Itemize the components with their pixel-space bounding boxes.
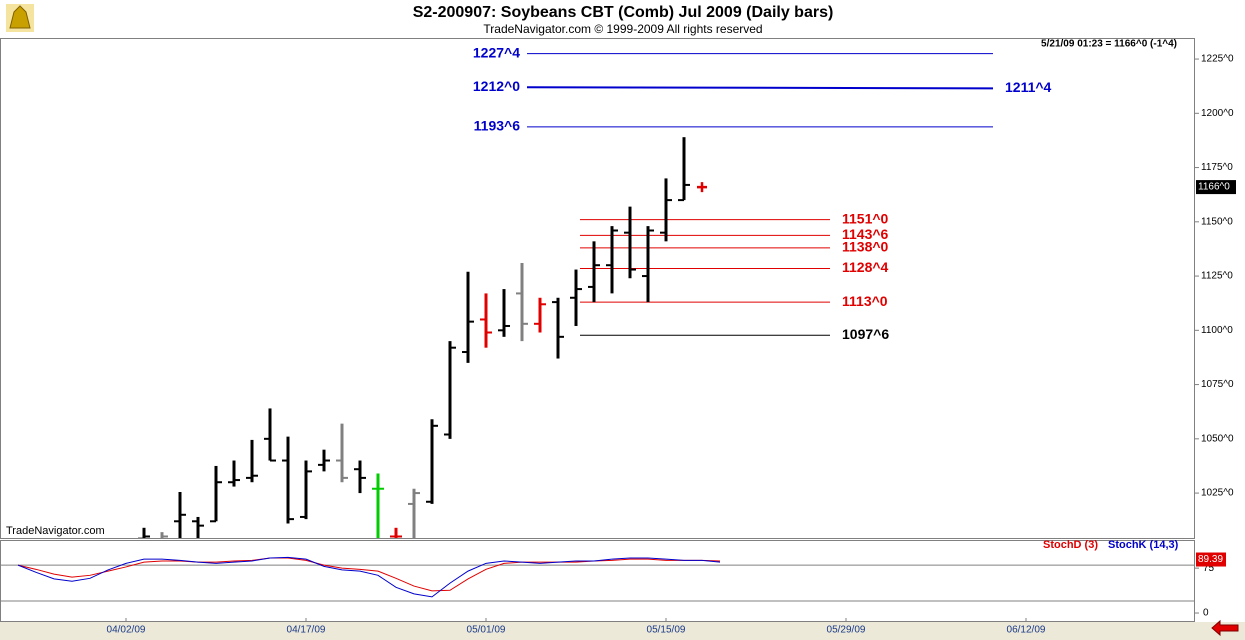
legend-entry: StochK (14,3)	[1108, 539, 1179, 551]
x-tick-label: 04/17/09	[287, 625, 326, 636]
main-pane	[0, 38, 1195, 539]
indicator-last-box	[1196, 552, 1226, 567]
y-tick-label: 1075^0	[1201, 379, 1234, 390]
level-label: 1227^4	[473, 44, 520, 60]
level-end-label: 1211^4	[1005, 79, 1052, 95]
quote: 5/21/09 01:23 = 1166^0 (-1^4)	[1041, 39, 1177, 50]
logo	[6, 4, 34, 32]
x-axis-band	[0, 622, 1245, 640]
y-tick-label: 1100^0	[1201, 325, 1233, 336]
level-label: 1151^0	[842, 210, 889, 226]
level-label: 1138^0	[842, 239, 889, 255]
indicator-last-label: 89.39	[1198, 554, 1223, 565]
axes: 1025^0 1050^0 1075^0 1100^0 1125^0 1150^0 1175…	[107, 44, 1236, 636]
y-tick-label: 1175^0	[1201, 162, 1233, 173]
last-price-cross	[697, 182, 707, 193]
indicator-tick-label: 75	[1203, 563, 1215, 574]
last-price-label: 1166^0	[1198, 182, 1230, 193]
last-price-box	[1196, 180, 1236, 195]
y-tick-label: 1200^0	[1201, 108, 1234, 119]
level-label: 1193^6	[474, 118, 521, 134]
legend-entry: StochD (3)	[1043, 539, 1098, 551]
y-tick-label: 1050^0	[1201, 433, 1234, 444]
watermark: TradeNavigator.com	[6, 525, 105, 537]
level-line	[526, 86, 994, 90]
stoch-line	[17, 556, 721, 598]
level-label: 1143^6	[842, 226, 889, 242]
indicator-tick-label: 0	[1203, 608, 1209, 619]
price-plot	[138, 53, 994, 538]
scroll-arrow[interactable]	[1211, 619, 1239, 637]
level-label: 1212^0	[473, 78, 520, 94]
y-tick-label: 1150^0	[1201, 216, 1233, 227]
level-label: 1128^4	[842, 259, 889, 275]
stoch-line	[17, 557, 721, 592]
x-tick-label: 05/01/09	[467, 625, 506, 636]
indicator-pane	[0, 540, 1195, 622]
y-tick-label: 1125^0	[1201, 271, 1233, 282]
x-tick-label: 05/15/09	[647, 625, 686, 636]
level-label: 1113^0	[842, 293, 888, 309]
y-tick-label: 1225^0	[1201, 54, 1234, 65]
x-tick-label: 06/12/09	[1007, 625, 1046, 636]
y-tick-label: 1025^0	[1201, 488, 1234, 499]
x-tick-label: 05/29/09	[827, 625, 866, 636]
chart-title: S2-200907: Soybeans CBT (Comb) Jul 2009 …	[413, 4, 834, 21]
subtitle: TradeNavigator.com © 1999-2009 All right…	[483, 22, 762, 36]
level-label: 1097^6	[842, 326, 889, 342]
x-tick-label: 04/02/09	[107, 625, 146, 636]
indicator-plot	[0, 556, 1195, 602]
